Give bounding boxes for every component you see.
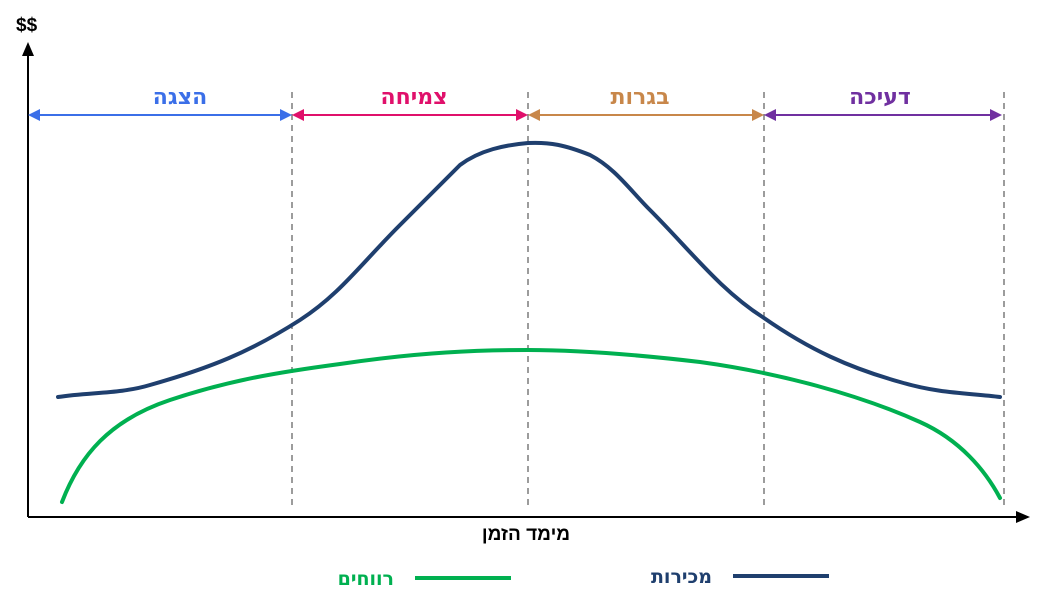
y-axis-arrowhead: [22, 42, 34, 56]
stage-decline: דעיכה: [764, 85, 1002, 121]
stage-decline-arrowhead-left: [764, 109, 776, 121]
x-axis-label: מימד הזמן: [482, 524, 570, 545]
stage-introduction-arrowhead-left: [28, 109, 40, 121]
stage-introduction: הצגה: [28, 85, 292, 121]
stage-maturity-arrowhead-left: [528, 109, 540, 121]
stage-introduction-arrowhead-right: [280, 109, 292, 121]
stage-decline-arrowhead-right: [990, 109, 1002, 121]
profits-curve: [60, 348, 1002, 504]
stage-growth-label: צמיחה: [381, 85, 448, 110]
stage-growth-arrowhead-left: [292, 109, 304, 121]
stage-dividers: [291, 92, 1005, 505]
stage-maturity-arrowhead-right: [752, 109, 764, 121]
legend-sales-label: מכירות: [651, 566, 712, 588]
sales-curve: [56, 140, 1002, 399]
stage-maturity-label: בגרות: [610, 85, 669, 110]
legend-profits-label: רווחים: [338, 568, 394, 590]
stage-growth: צמיחה: [292, 85, 528, 121]
stage-maturity: בגרות: [528, 85, 764, 121]
legend: מכירות רווחים: [338, 566, 829, 590]
stage-introduction-label: הצגה: [153, 85, 207, 110]
stage-decline-label: דעיכה: [849, 85, 911, 110]
y-axis-label: $$: [16, 15, 38, 36]
x-axis-arrowhead: [1016, 511, 1030, 523]
stage-growth-arrowhead-right: [516, 109, 528, 121]
